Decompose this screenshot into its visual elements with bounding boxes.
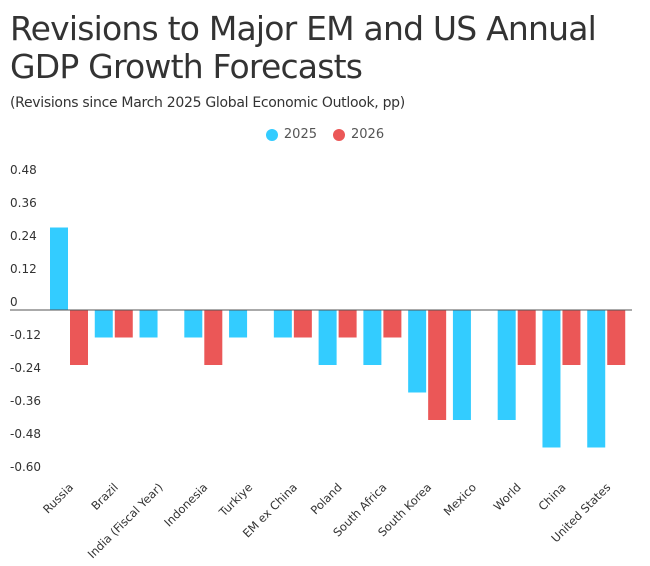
bar-2025-united-states <box>587 310 606 448</box>
bar-2025-china <box>542 310 561 448</box>
y-tick-label: -0.48 <box>10 427 41 441</box>
legend-label-2026: 2026 <box>351 127 385 142</box>
bar-2026-russia <box>70 310 88 365</box>
bar-2026-united-states <box>607 310 626 365</box>
y-tick-label: 0.24 <box>10 229 37 243</box>
bar-2026-em-ex-china <box>293 310 312 338</box>
bar-2025-south-korea <box>408 310 427 393</box>
x-tick-label: Poland <box>308 480 345 517</box>
chart-subtitle: (Revisions since March 2025 Global Econo… <box>10 95 405 111</box>
y-tick-label: 0 <box>10 295 18 309</box>
y-tick-label: -0.24 <box>10 361 41 375</box>
x-tick-label: Russia <box>40 480 76 516</box>
y-tick-label: -0.36 <box>10 394 41 408</box>
x-tick-label: Brazil <box>88 480 121 513</box>
bar-2025-india-fiscal-year- <box>139 310 158 338</box>
legend-swatch-2026 <box>333 128 345 141</box>
y-tick-label: 0.12 <box>10 262 37 276</box>
bar-2026-south-korea <box>428 310 447 420</box>
bar-2025-indonesia <box>184 310 203 338</box>
bar-2025-world <box>497 310 516 420</box>
bar-2025-em-ex-china <box>273 310 292 338</box>
legend-item-2025[interactable]: 2025 <box>265 127 317 142</box>
x-tick-label: World <box>491 480 524 513</box>
y-tick-label: -0.12 <box>10 328 41 342</box>
y-tick-label: -0.60 <box>10 460 41 474</box>
bar-2025-turkiye <box>229 310 248 338</box>
bar-2026-world <box>517 310 536 365</box>
x-tick-label: India (Fiscal Year) <box>85 480 166 561</box>
bar-2026-brazil <box>114 310 133 338</box>
bar-2026-china <box>562 310 581 365</box>
x-tick-label: Turkiye <box>216 480 256 520</box>
bar-2025-russia <box>50 227 68 310</box>
y-tick-label: 0.48 <box>10 163 37 177</box>
x-tick-label: China <box>535 480 568 513</box>
bar-2026-indonesia <box>204 310 223 365</box>
bar-2025-brazil <box>94 310 113 338</box>
x-tick-label: Indonesia <box>161 480 210 529</box>
y-tick-label: 0.36 <box>10 196 37 210</box>
legend-swatch-2025 <box>265 128 278 141</box>
legend: 2025 2026 <box>0 127 650 142</box>
x-tick-label: Mexico <box>441 480 479 518</box>
bar-2025-poland <box>318 310 337 365</box>
legend-label-2025: 2025 <box>283 127 317 142</box>
bar-2026-south-africa <box>383 310 402 338</box>
bar-2025-mexico <box>452 310 471 420</box>
bar-2026-poland <box>338 310 357 338</box>
bar-2025-south-africa <box>363 310 382 365</box>
chart-title: Revisions to Major EM and US Annual GDP … <box>10 9 597 86</box>
legend-item-2026[interactable]: 2026 <box>333 127 384 142</box>
